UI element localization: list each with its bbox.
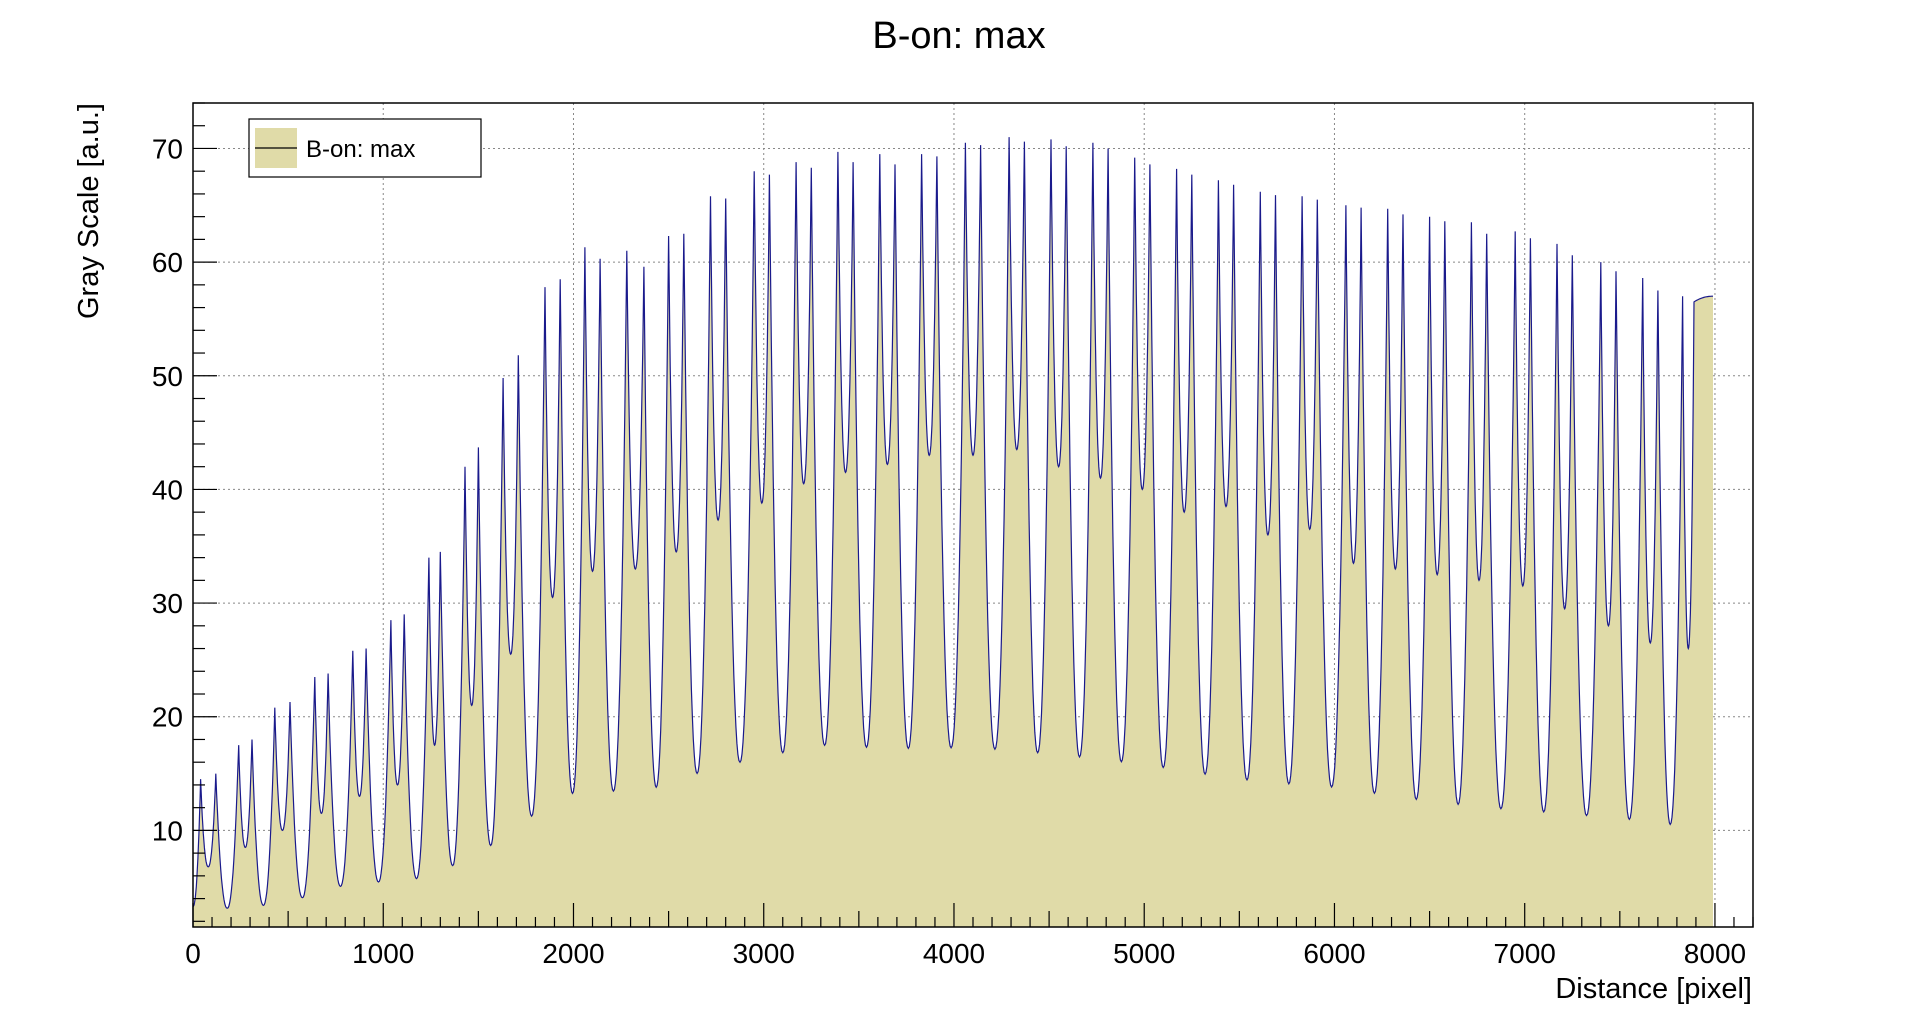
y-tick-label: 30 bbox=[152, 588, 183, 619]
y-axis-title: Gray Scale [a.u.] bbox=[73, 103, 105, 319]
y-tick-label: 70 bbox=[152, 133, 183, 164]
y-tick-label: 10 bbox=[152, 815, 183, 846]
x-tick-label: 8000 bbox=[1684, 938, 1746, 969]
legend: B-on: max bbox=[248, 118, 482, 178]
x-tick-label: 4000 bbox=[923, 938, 985, 969]
x-tick-label: 7000 bbox=[1494, 938, 1556, 969]
y-tick-label: 20 bbox=[152, 702, 183, 733]
y-tick-label: 60 bbox=[152, 247, 183, 278]
x-tick-label: 2000 bbox=[542, 938, 604, 969]
x-tick-label: 0 bbox=[185, 938, 201, 969]
x-tick-label: 6000 bbox=[1303, 938, 1365, 969]
axes: 0 1000 2000 3000 4000 5000 6000 7000 8000 10 20 30 4… bbox=[152, 102, 1754, 969]
legend-label: B-on: max bbox=[306, 136, 415, 163]
x-tick-label: 3000 bbox=[733, 938, 795, 969]
series-area bbox=[193, 137, 1713, 928]
y-tick-label: 50 bbox=[152, 361, 183, 392]
x-tick-label: 1000 bbox=[352, 938, 414, 969]
x-axis-title: Distance [pixel] bbox=[1555, 973, 1752, 1005]
y-tick-label: 40 bbox=[152, 474, 183, 505]
x-tick-label: 5000 bbox=[1113, 938, 1175, 969]
series-line bbox=[192, 137, 1713, 909]
data-area bbox=[192, 137, 1713, 928]
chart-title: B-on: max bbox=[872, 15, 1045, 57]
